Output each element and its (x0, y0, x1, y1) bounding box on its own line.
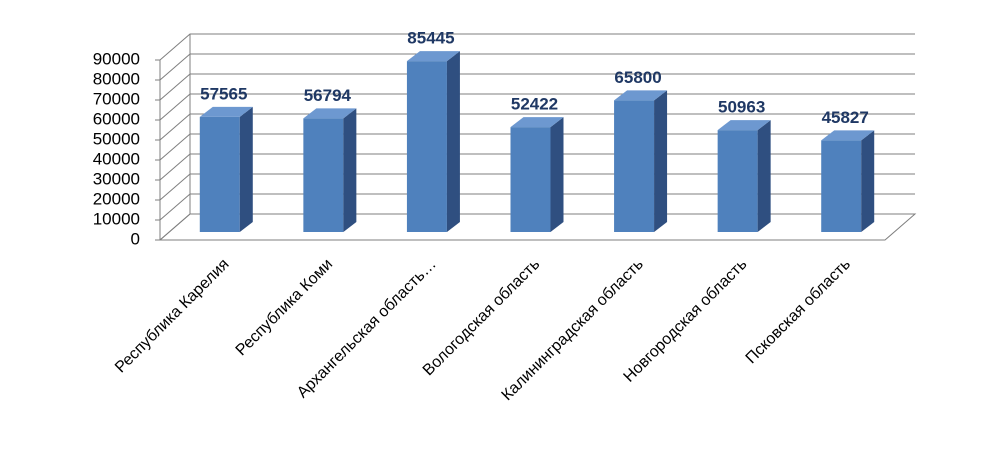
bar (510, 117, 564, 232)
y-tick-label: 10000 (93, 209, 140, 228)
grid-line (159, 113, 915, 141)
bar-front (614, 100, 655, 233)
bar-top (406, 51, 460, 62)
grid-line (159, 33, 915, 61)
bar (614, 90, 668, 233)
bar-side (550, 117, 564, 232)
value-label: 52422 (511, 95, 558, 114)
bar-front (821, 140, 862, 232)
bar (199, 106, 253, 232)
x-tick-label: Республика Коми (233, 256, 336, 359)
bar-side (239, 106, 253, 232)
bar-front (510, 127, 551, 232)
value-label: 57565 (200, 84, 247, 103)
y-tick-label: 30000 (93, 169, 140, 188)
bar (303, 108, 357, 232)
bar-side (446, 51, 460, 232)
bar-front (406, 61, 447, 232)
bar-top (303, 108, 357, 119)
value-label: 56794 (304, 86, 352, 105)
y-tick-label: 80000 (93, 69, 140, 88)
y-tick-label: 50000 (93, 129, 140, 148)
y-tick-label: 20000 (93, 189, 140, 208)
bar-side (343, 108, 357, 232)
bar-front (303, 118, 344, 232)
x-tick-label: Республика Карелия (112, 256, 233, 377)
grid-line (159, 53, 915, 81)
bar-front (717, 130, 758, 232)
grid-line (159, 213, 915, 241)
value-label: 65800 (614, 68, 661, 87)
bar (406, 51, 460, 232)
y-tick-label: 0 (131, 229, 140, 248)
value-label: 50963 (718, 98, 765, 117)
bar-top (510, 117, 564, 128)
x-tick-label: Псковская область (743, 256, 854, 367)
bar-side (861, 130, 875, 232)
y-tick-label: 40000 (93, 149, 140, 168)
bar-top (717, 120, 771, 131)
y-tick-label: 90000 (93, 49, 140, 68)
grid-line (159, 153, 915, 181)
grid-line (159, 173, 915, 201)
grid-line (159, 133, 915, 161)
bar-top (614, 90, 668, 101)
x-tick-label: Вологодская область (420, 256, 543, 379)
bar (717, 120, 771, 232)
value-label: 45827 (822, 108, 869, 127)
bar-top (199, 106, 253, 117)
y-tick-label: 70000 (93, 89, 140, 108)
grid-line (159, 73, 915, 101)
y-tick-label: 60000 (93, 109, 140, 128)
value-label: 85445 (407, 29, 454, 48)
x-tick-label: Новгородская область (621, 256, 751, 386)
bar-side (654, 90, 668, 233)
bar-side (757, 120, 771, 232)
bar-front (199, 116, 240, 232)
bar-top (821, 130, 875, 141)
bar (821, 130, 875, 232)
grid-line (159, 93, 915, 121)
grid-line (159, 193, 915, 221)
